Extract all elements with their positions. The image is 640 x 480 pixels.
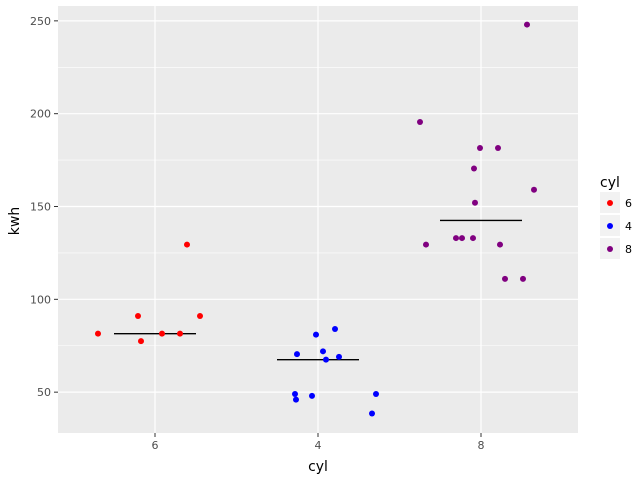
legend: cyl 6 4 8 [600,175,632,259]
point-cyl-4 [309,392,315,399]
major-gridlines [58,6,578,433]
point-cyl-6 [184,241,190,248]
point-cyl-8 [471,165,477,172]
x-tick-label: 6 [152,439,159,452]
legend-title: cyl [600,175,620,191]
point-cyl-6 [138,338,144,345]
point-cyl-6 [177,330,183,337]
point-cyl-8 [470,235,476,242]
x-tick-label: 4 [315,439,322,452]
point-cyl-6 [197,313,203,320]
point-cyl-8 [423,241,429,248]
point-cyl-4 [373,391,379,398]
y-tick-label: 50 [37,386,51,399]
x-axis: 6 4 8 [152,433,485,452]
point-cyl-8 [531,186,537,193]
point-cyl-8 [453,235,459,242]
y-axis: 50 100 150 200 250 [30,15,58,399]
point-cyl-8 [520,275,526,282]
y-tick-label: 100 [30,293,51,306]
point-cyl-8 [495,145,501,152]
x-axis-title: cyl [308,459,328,475]
point-cyl-4 [369,410,375,417]
point-cyl-8 [417,119,423,126]
point-cyl-6 [135,313,141,320]
point-cyl-4 [294,351,300,358]
x-tick-label: 8 [478,439,485,452]
y-tick-label: 200 [30,108,51,121]
legend-label: 4 [625,220,632,233]
point-cyl-4 [313,331,319,338]
point-cyl-6 [95,330,101,337]
point-cyl-8 [459,235,465,242]
point-cyl-8 [477,145,483,152]
legend-label: 6 [625,197,632,210]
point-cyl-4 [292,391,298,398]
point-cyl-4 [320,348,326,355]
point-cyl-6 [159,330,165,337]
legend-label: 8 [625,243,632,256]
legend-key-point [607,223,613,229]
y-tick-label: 150 [30,201,51,214]
data-points [95,21,537,417]
point-cyl-4 [293,396,299,403]
legend-key-point [607,200,613,206]
point-cyl-8 [524,21,530,28]
point-cyl-8 [502,275,508,282]
point-cyl-4 [323,356,329,363]
point-cyl-4 [336,353,342,360]
point-cyl-8 [472,199,478,206]
point-cyl-8 [497,241,503,248]
y-tick-label: 250 [30,15,51,28]
point-cyl-4 [332,326,338,333]
legend-key-point [607,246,613,252]
y-axis-title: kwh [7,207,23,235]
